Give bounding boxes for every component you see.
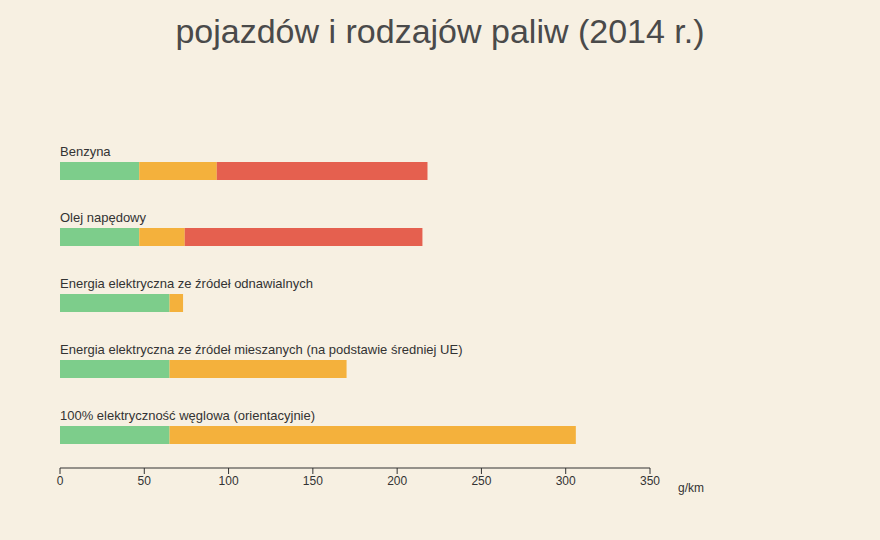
svg-text:350: 350 [640,474,660,488]
svg-text:250: 250 [471,474,491,488]
svg-text:Energia elektryczna ze źródeł: Energia elektryczna ze źródeł odnawialny… [60,276,313,291]
svg-text:100% elektryczność węglowa (or: 100% elektryczność węglowa (orientacyjni… [60,408,315,423]
svg-text:0: 0 [57,474,64,488]
svg-text:Energia elektryczna ze źródeł: Energia elektryczna ze źródeł mieszanych… [60,342,462,357]
svg-text:100: 100 [219,474,239,488]
svg-text:50: 50 [138,474,152,488]
svg-text:300: 300 [556,474,576,488]
svg-text:Benzyna: Benzyna [60,144,111,159]
html-text:pojazdów i rodzajów paliw (201: pojazdów i rodzajów paliw (2014 r.) [175,12,705,50]
svg-text:g/km: g/km [678,481,704,495]
svg-text:150: 150 [303,474,323,488]
svg-text:Olej napędowy: Olej napędowy [60,210,146,225]
svg-text:200: 200 [387,474,407,488]
